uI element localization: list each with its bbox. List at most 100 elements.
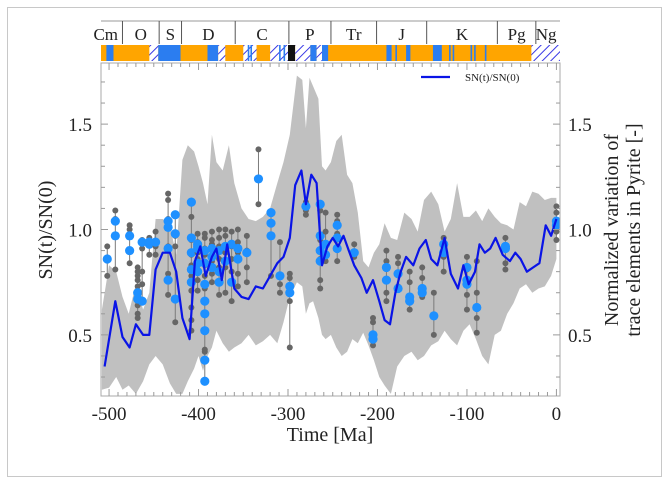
data-point-gray <box>104 272 111 279</box>
data-point-gray <box>395 260 402 267</box>
data-point-gray <box>502 234 509 241</box>
polarity-segment-hatched <box>316 45 322 61</box>
data-point-gray <box>317 285 324 292</box>
data-point-gray <box>322 209 329 216</box>
data-point-blue <box>163 243 173 254</box>
data-point-gray <box>188 213 195 220</box>
data-point-gray <box>208 270 215 277</box>
x-tick-label: -500 <box>92 404 127 425</box>
y-tick-label-right: 1.5 <box>568 115 592 136</box>
polarity-stripe <box>247 45 250 61</box>
polarity-segment-hatched <box>270 45 288 61</box>
x-tick-labels: -500 -400 -300 -200 -100 0 <box>92 404 562 425</box>
data-point-gray <box>370 342 376 349</box>
x-tick-label: -300 <box>271 404 306 425</box>
data-point-gray <box>134 310 141 317</box>
data-point-blue <box>125 245 135 256</box>
data-point-gray <box>463 253 470 260</box>
polarity-segment-hatched <box>295 45 311 61</box>
data-point-gray <box>276 289 283 296</box>
data-point-blue <box>381 262 392 273</box>
period-label: Cm <box>93 25 118 44</box>
polarity-segment-blue <box>158 45 181 61</box>
data-point-gray <box>430 289 437 296</box>
data-point-blue <box>137 296 147 306</box>
data-point-blue <box>170 210 180 220</box>
sn-ratio-line <box>103 169 558 367</box>
polarity-segment-blue <box>322 45 329 61</box>
polarity-segment-hatched <box>218 45 226 61</box>
legend-label: SN(t)/SN(0) <box>465 72 520 84</box>
data-point-gray <box>134 272 141 279</box>
data-point-gray <box>139 281 146 288</box>
data-point-gray <box>383 298 390 305</box>
data-point-gray <box>216 226 223 233</box>
data-point-gray <box>286 270 293 277</box>
polarity-bar <box>101 45 560 61</box>
y-axis-title-right-line2: trace elements in Pyrite [-] <box>623 123 645 336</box>
period-label: P <box>305 25 314 44</box>
data-point-gray <box>473 329 480 336</box>
data-point-gray <box>165 291 172 298</box>
data-point-blue <box>285 288 295 298</box>
data-point-gray <box>406 279 413 286</box>
polarity-segment-blue <box>406 45 410 61</box>
polarity-segment-orange <box>328 45 387 61</box>
x-tick-label: -200 <box>360 404 395 425</box>
polarity-segment-hatched <box>243 45 257 61</box>
polarity-segment-orange <box>256 45 271 61</box>
data-point-gray <box>286 298 293 305</box>
data-point-gray <box>276 281 283 288</box>
data-point-blue <box>242 248 252 258</box>
data-point-gray <box>370 315 376 322</box>
data-point-gray <box>553 209 560 216</box>
data-point-gray <box>228 298 235 305</box>
data-point-gray <box>234 239 241 246</box>
data-point-blue <box>472 302 482 313</box>
polarity-segment-orange <box>113 45 150 61</box>
data-point-blue <box>170 229 180 239</box>
data-point-blue <box>110 216 120 226</box>
data-point-gray <box>201 234 208 241</box>
data-point-blue <box>349 248 359 258</box>
data-point-gray <box>406 306 413 313</box>
data-point-gray <box>208 228 215 235</box>
data-point-gray <box>255 146 262 153</box>
data-point-blue <box>266 208 276 218</box>
data-point-gray <box>112 207 119 214</box>
data-point-gray <box>208 279 215 286</box>
data-point-gray <box>370 319 376 326</box>
data-point-blue <box>500 243 511 254</box>
polarity-segment-orange <box>225 45 244 61</box>
period-label: Ng <box>536 25 557 44</box>
y-tick-label-left: 1.0 <box>68 221 92 242</box>
data-point-gray <box>243 279 250 286</box>
data-point-gray <box>234 283 241 290</box>
data-point-blue <box>200 326 210 336</box>
plot-area <box>101 75 560 394</box>
polarity-segment-blue <box>207 45 219 61</box>
data-point-gray <box>134 268 141 275</box>
period-label: Pg <box>508 25 526 44</box>
y-tick-labels: 0.5 0.5 1.0 1.0 1.5 1.5 <box>68 115 592 347</box>
data-point-gray <box>276 239 283 246</box>
data-point-gray <box>553 203 560 210</box>
data-point-blue <box>163 222 173 232</box>
period-label: Tr <box>346 25 362 44</box>
y-axis-title-right-line1: Normalized variation of <box>601 134 623 326</box>
polarity-stripe <box>484 45 487 61</box>
data-point-gray <box>463 291 470 298</box>
polarity-segment-orange <box>180 45 208 61</box>
geologic-period-row: Cm O S D C P Tr J K Pg Ng <box>93 20 560 44</box>
data-point-gray <box>383 247 390 254</box>
polarity-stripe <box>395 45 397 61</box>
data-point-blue <box>150 237 161 247</box>
y-tick-label-right: 0.5 <box>568 326 592 347</box>
data-point-gray <box>139 245 146 252</box>
data-point-gray <box>112 266 119 273</box>
data-point-blue <box>368 334 378 344</box>
data-point-gray <box>286 344 293 351</box>
data-point-gray <box>126 222 133 229</box>
data-point-gray <box>243 264 250 271</box>
data-point-gray <box>351 241 358 248</box>
